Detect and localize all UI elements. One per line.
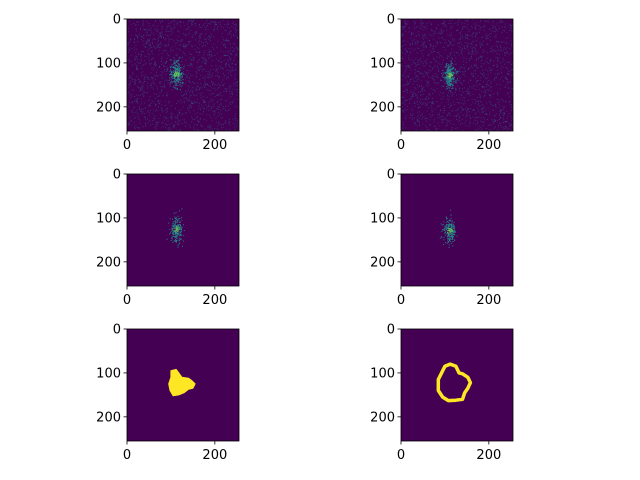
y-tick-label: 0 [113, 323, 121, 338]
image-background [127, 174, 239, 286]
y-tick-label: 0 [387, 13, 395, 28]
y-tick-label: 200 [96, 255, 121, 270]
x-tick-label: 0 [123, 448, 131, 463]
y-tick-label: 200 [370, 410, 395, 425]
subplot-filtered-left: 0 200 0 100 200 [96, 168, 240, 308]
x-tick-label: 0 [397, 138, 405, 153]
subplot-filtered-right: 0 200 0 100 200 [370, 168, 514, 308]
image-content [166, 208, 185, 248]
x-tick-label: 200 [476, 448, 501, 463]
axes-frame [126, 173, 240, 287]
x-tick-label: 200 [476, 138, 501, 153]
subplot-raw-left: 0 200 0 100 200 [96, 13, 240, 153]
image-content [168, 368, 196, 397]
x-tick-label: 200 [202, 293, 227, 308]
y-tick-label: 100 [96, 211, 121, 226]
image-content [436, 362, 473, 403]
image-content [127, 19, 239, 131]
x-tick-label: 0 [397, 293, 405, 308]
image-background [401, 329, 513, 441]
noise-speckle [127, 19, 239, 131]
signal-blob [165, 57, 188, 91]
mask-region [168, 368, 196, 397]
noise-speckle [401, 19, 513, 131]
axes-frame [400, 173, 514, 287]
y-tick-label: 200 [370, 255, 395, 270]
x-tick-label: 200 [202, 138, 227, 153]
y-tick-label: 100 [370, 366, 395, 381]
subplot-mask-outline: 0 200 0 100 200 [370, 323, 514, 463]
image-background [127, 19, 239, 131]
axes-frame [126, 18, 240, 132]
signal-blob [440, 60, 459, 92]
y-tick-label: 200 [96, 410, 121, 425]
x-tick-label: 0 [123, 138, 131, 153]
y-tick-label: 100 [370, 211, 395, 226]
axes-frame [400, 18, 514, 132]
y-tick-label: 0 [113, 13, 121, 28]
image-content [439, 209, 458, 248]
y-tick-label: 100 [96, 366, 121, 381]
x-tick-label: 0 [397, 448, 405, 463]
subplot-raw-right: 0 200 0 100 200 [370, 13, 514, 153]
y-tick-label: 0 [387, 323, 395, 338]
y-tick-label: 200 [96, 100, 121, 115]
axes-frame [400, 328, 514, 442]
mask-outline [436, 362, 473, 403]
subplot-mask-filled: 0 200 0 100 200 [96, 323, 240, 463]
image-background [401, 174, 513, 286]
y-tick-label: 0 [113, 168, 121, 183]
x-tick-label: 200 [476, 293, 501, 308]
y-tick-label: 100 [370, 56, 395, 71]
signal-blob [166, 208, 185, 248]
axes-frame [126, 328, 240, 442]
y-tick-label: 100 [96, 56, 121, 71]
x-tick-label: 200 [202, 448, 227, 463]
y-tick-label: 0 [387, 168, 395, 183]
y-tick-label: 200 [370, 100, 395, 115]
image-content [401, 19, 513, 131]
signal-blob [439, 209, 458, 248]
x-tick-label: 0 [123, 293, 131, 308]
